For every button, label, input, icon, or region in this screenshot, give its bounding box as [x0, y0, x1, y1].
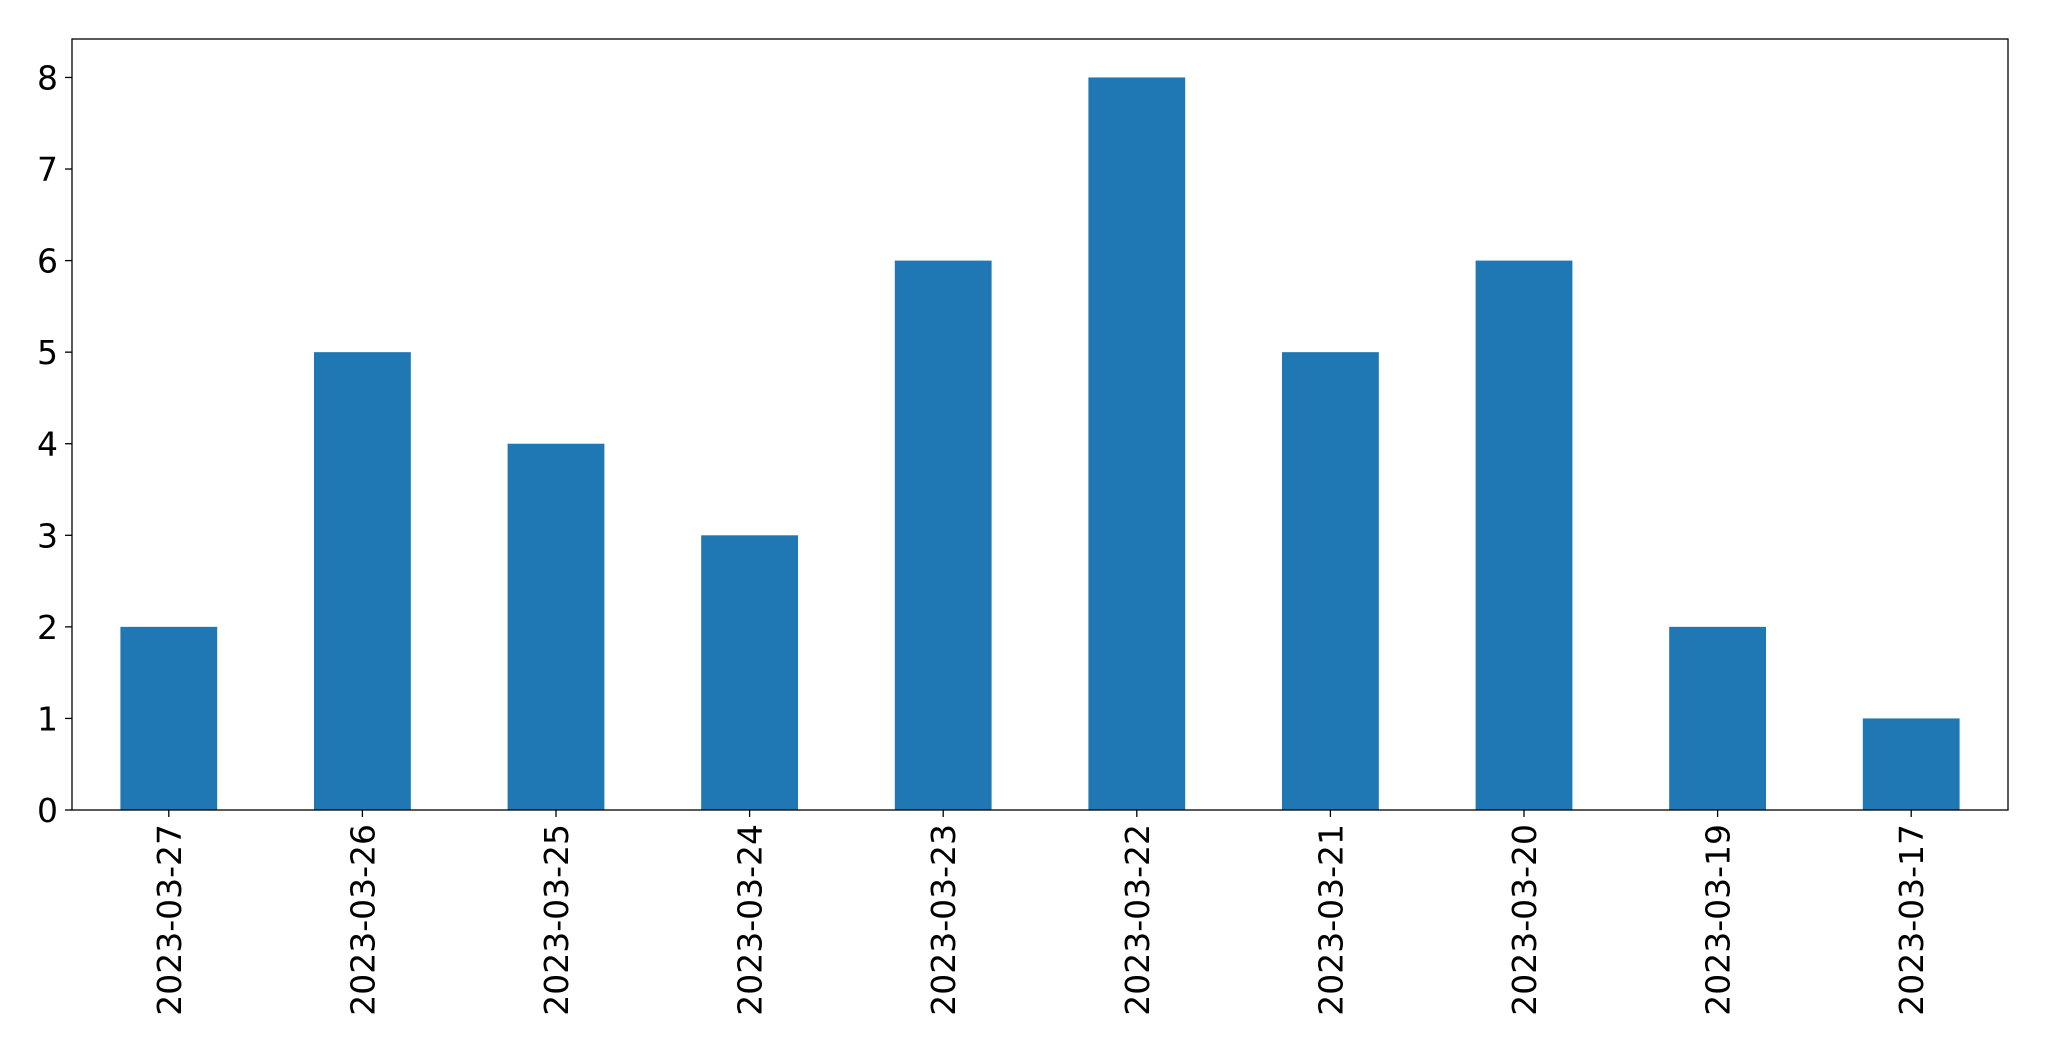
bar	[701, 535, 798, 810]
x-tick-label: 2023-03-23	[924, 824, 963, 1016]
bar	[1669, 626, 1766, 810]
x-tick-label: 2023-03-20	[1505, 824, 1544, 1016]
bar	[1475, 260, 1573, 810]
y-tick-label: 4	[37, 425, 58, 464]
bar	[314, 352, 411, 810]
y-tick-label: 7	[37, 150, 58, 189]
y-tick-label: 5	[37, 333, 58, 372]
y-tick-label: 2	[37, 608, 58, 647]
plot-frame	[71, 38, 2009, 811]
bar	[120, 626, 218, 810]
x-tick-label: 2023-03-24	[731, 824, 770, 1016]
bar	[507, 443, 605, 810]
bar	[1088, 77, 1186, 810]
bar	[1862, 718, 1960, 810]
x-tick-label: 2023-03-26	[343, 824, 382, 1016]
x-tick-label: 2023-03-21	[1311, 824, 1350, 1016]
x-tick-label: 2023-03-25	[537, 824, 576, 1016]
bar	[1282, 352, 1379, 810]
x-tick-label: 2023-03-19	[1699, 824, 1738, 1016]
y-tick-label: 0	[37, 791, 58, 830]
x-tick-label: 2023-03-17	[1892, 824, 1931, 1016]
y-tick-label: 6	[37, 242, 58, 281]
y-tick-label: 3	[37, 516, 58, 555]
y-tick-label: 1	[37, 699, 58, 738]
x-tick-label: 2023-03-22	[1118, 824, 1157, 1016]
bar	[894, 260, 992, 810]
y-tick-label: 8	[37, 58, 58, 97]
x-tick-label: 2023-03-27	[150, 824, 189, 1016]
